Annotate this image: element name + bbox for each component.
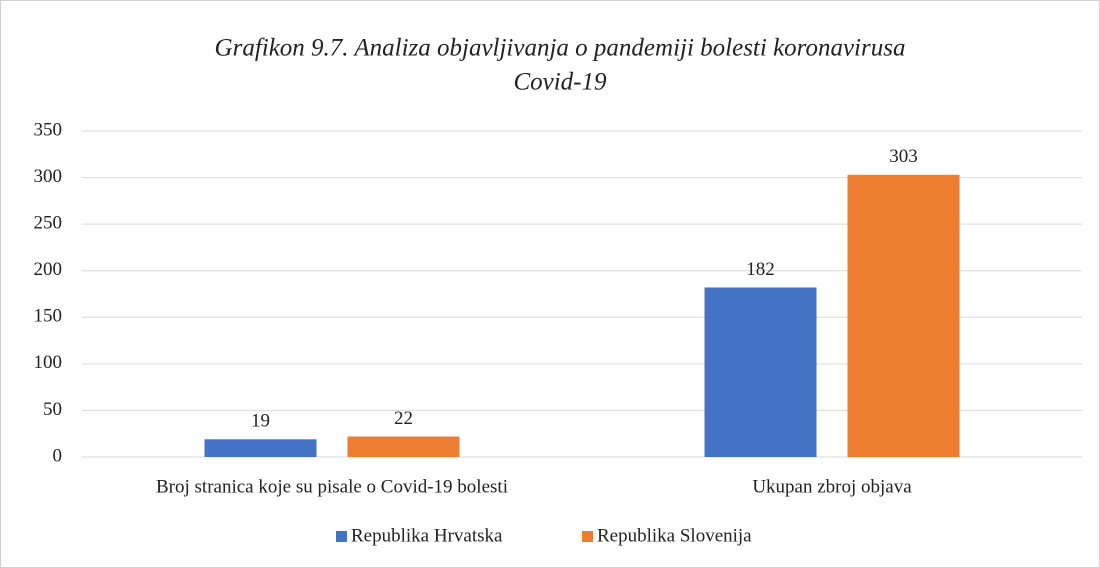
legend-swatch: [582, 531, 593, 542]
x-tick-label: Ukupan zbroj objava: [752, 476, 912, 497]
data-label: 303: [889, 146, 918, 167]
bar: [704, 287, 817, 457]
legend-swatch: [336, 531, 347, 542]
y-tick-label: 0: [53, 445, 63, 466]
legend-label: Republika Hrvatska: [351, 525, 503, 546]
y-tick-label: 250: [34, 213, 63, 234]
y-tick-label: 300: [34, 166, 63, 187]
chart-title: Grafikon 9.7. Analiza objavljivanja o pa…: [215, 35, 906, 62]
chart-title: Covid-19: [513, 69, 607, 96]
legend-label: Republika Slovenija: [597, 525, 752, 546]
y-tick-label: 100: [34, 352, 63, 373]
x-tick-label: Broj stranica koje su pisale o Covid-19 …: [156, 476, 508, 497]
y-tick-label: 150: [34, 306, 63, 327]
y-tick-label: 200: [34, 259, 63, 280]
bar: [847, 174, 960, 457]
data-label: 22: [394, 408, 413, 429]
bar: [347, 436, 460, 457]
y-tick-label: 350: [34, 119, 63, 140]
bar: [204, 439, 317, 457]
data-label: 19: [251, 411, 270, 432]
y-tick-label: 50: [43, 399, 62, 420]
data-label: 182: [746, 259, 775, 280]
